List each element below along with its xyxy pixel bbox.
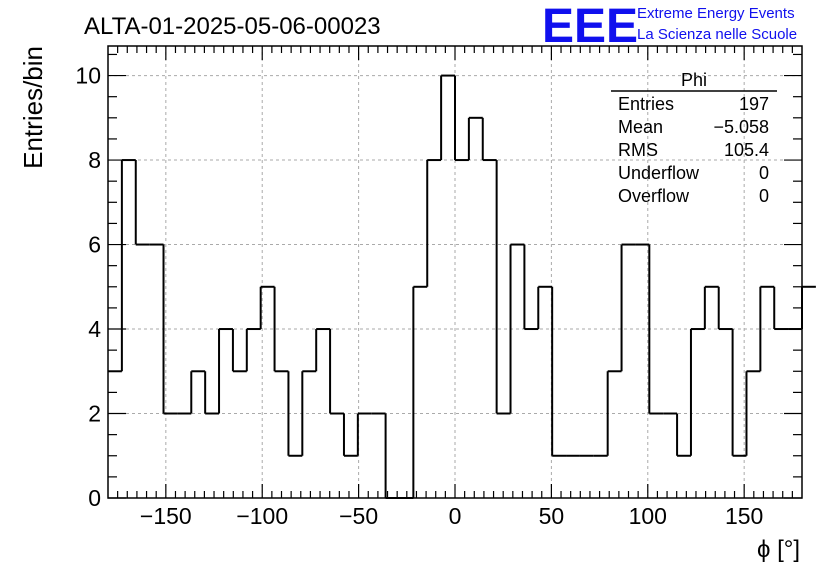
x-axis-label: ϕ [°]	[757, 536, 800, 563]
x-tick-label: 150	[725, 503, 763, 529]
x-tick-label: −50	[339, 503, 378, 529]
eee-logo-line2: La Scienza nelle Scuole	[637, 26, 797, 43]
y-tick-label: 0	[88, 485, 101, 511]
x-tick-label: 0	[449, 503, 462, 529]
stats-box-title: Phi	[681, 70, 707, 90]
axis-ticks	[108, 46, 802, 499]
x-tick-label: −100	[236, 503, 288, 529]
x-tick-label: −150	[140, 503, 192, 529]
stats-row-value: −5.058	[713, 117, 769, 137]
x-tick-label: 50	[539, 503, 565, 529]
stats-row-label: Entries	[618, 94, 674, 114]
y-tick-label: 10	[75, 63, 101, 89]
stats-row-value: 197	[739, 94, 769, 114]
y-tick-label: 2	[88, 401, 101, 427]
stats-box-rows: Entries 197 Mean −5.058 RMS 105.4 Underflow 0 Ov…	[618, 94, 769, 206]
eee-logo: EEE Extreme Energy Events La Scienza nel…	[542, 0, 797, 53]
eee-logo-mark: EEE	[542, 0, 638, 53]
y-tick-label: 4	[88, 316, 101, 342]
stats-row-label: Underflow	[618, 163, 700, 183]
y-tick-label: 6	[88, 232, 101, 258]
stats-row-label: Mean	[618, 117, 663, 137]
stats-row-value: 105.4	[724, 140, 769, 160]
stats-row-value: 0	[759, 163, 769, 183]
y-axis-label: Entries/bin	[18, 46, 48, 169]
stats-row-label: Overflow	[618, 186, 690, 206]
chart-title: ALTA-01-2025-05-06-00023	[84, 13, 381, 40]
y-tick-label: 8	[88, 147, 101, 173]
stats-row-label: RMS	[618, 140, 658, 160]
x-tick-label: 100	[629, 503, 667, 529]
stats-row-value: 0	[759, 186, 769, 206]
y-tick-labels: 0 2 4 6 8 10	[75, 63, 101, 511]
eee-logo-line1: Extreme Energy Events	[637, 5, 795, 22]
stats-box: Phi Entries 197 Mean −5.058 RMS 105.4 Underflo…	[611, 70, 777, 206]
histogram-bins	[108, 74, 816, 499]
x-tick-labels: −150 −100 −50 0 50 100 150	[140, 503, 763, 529]
